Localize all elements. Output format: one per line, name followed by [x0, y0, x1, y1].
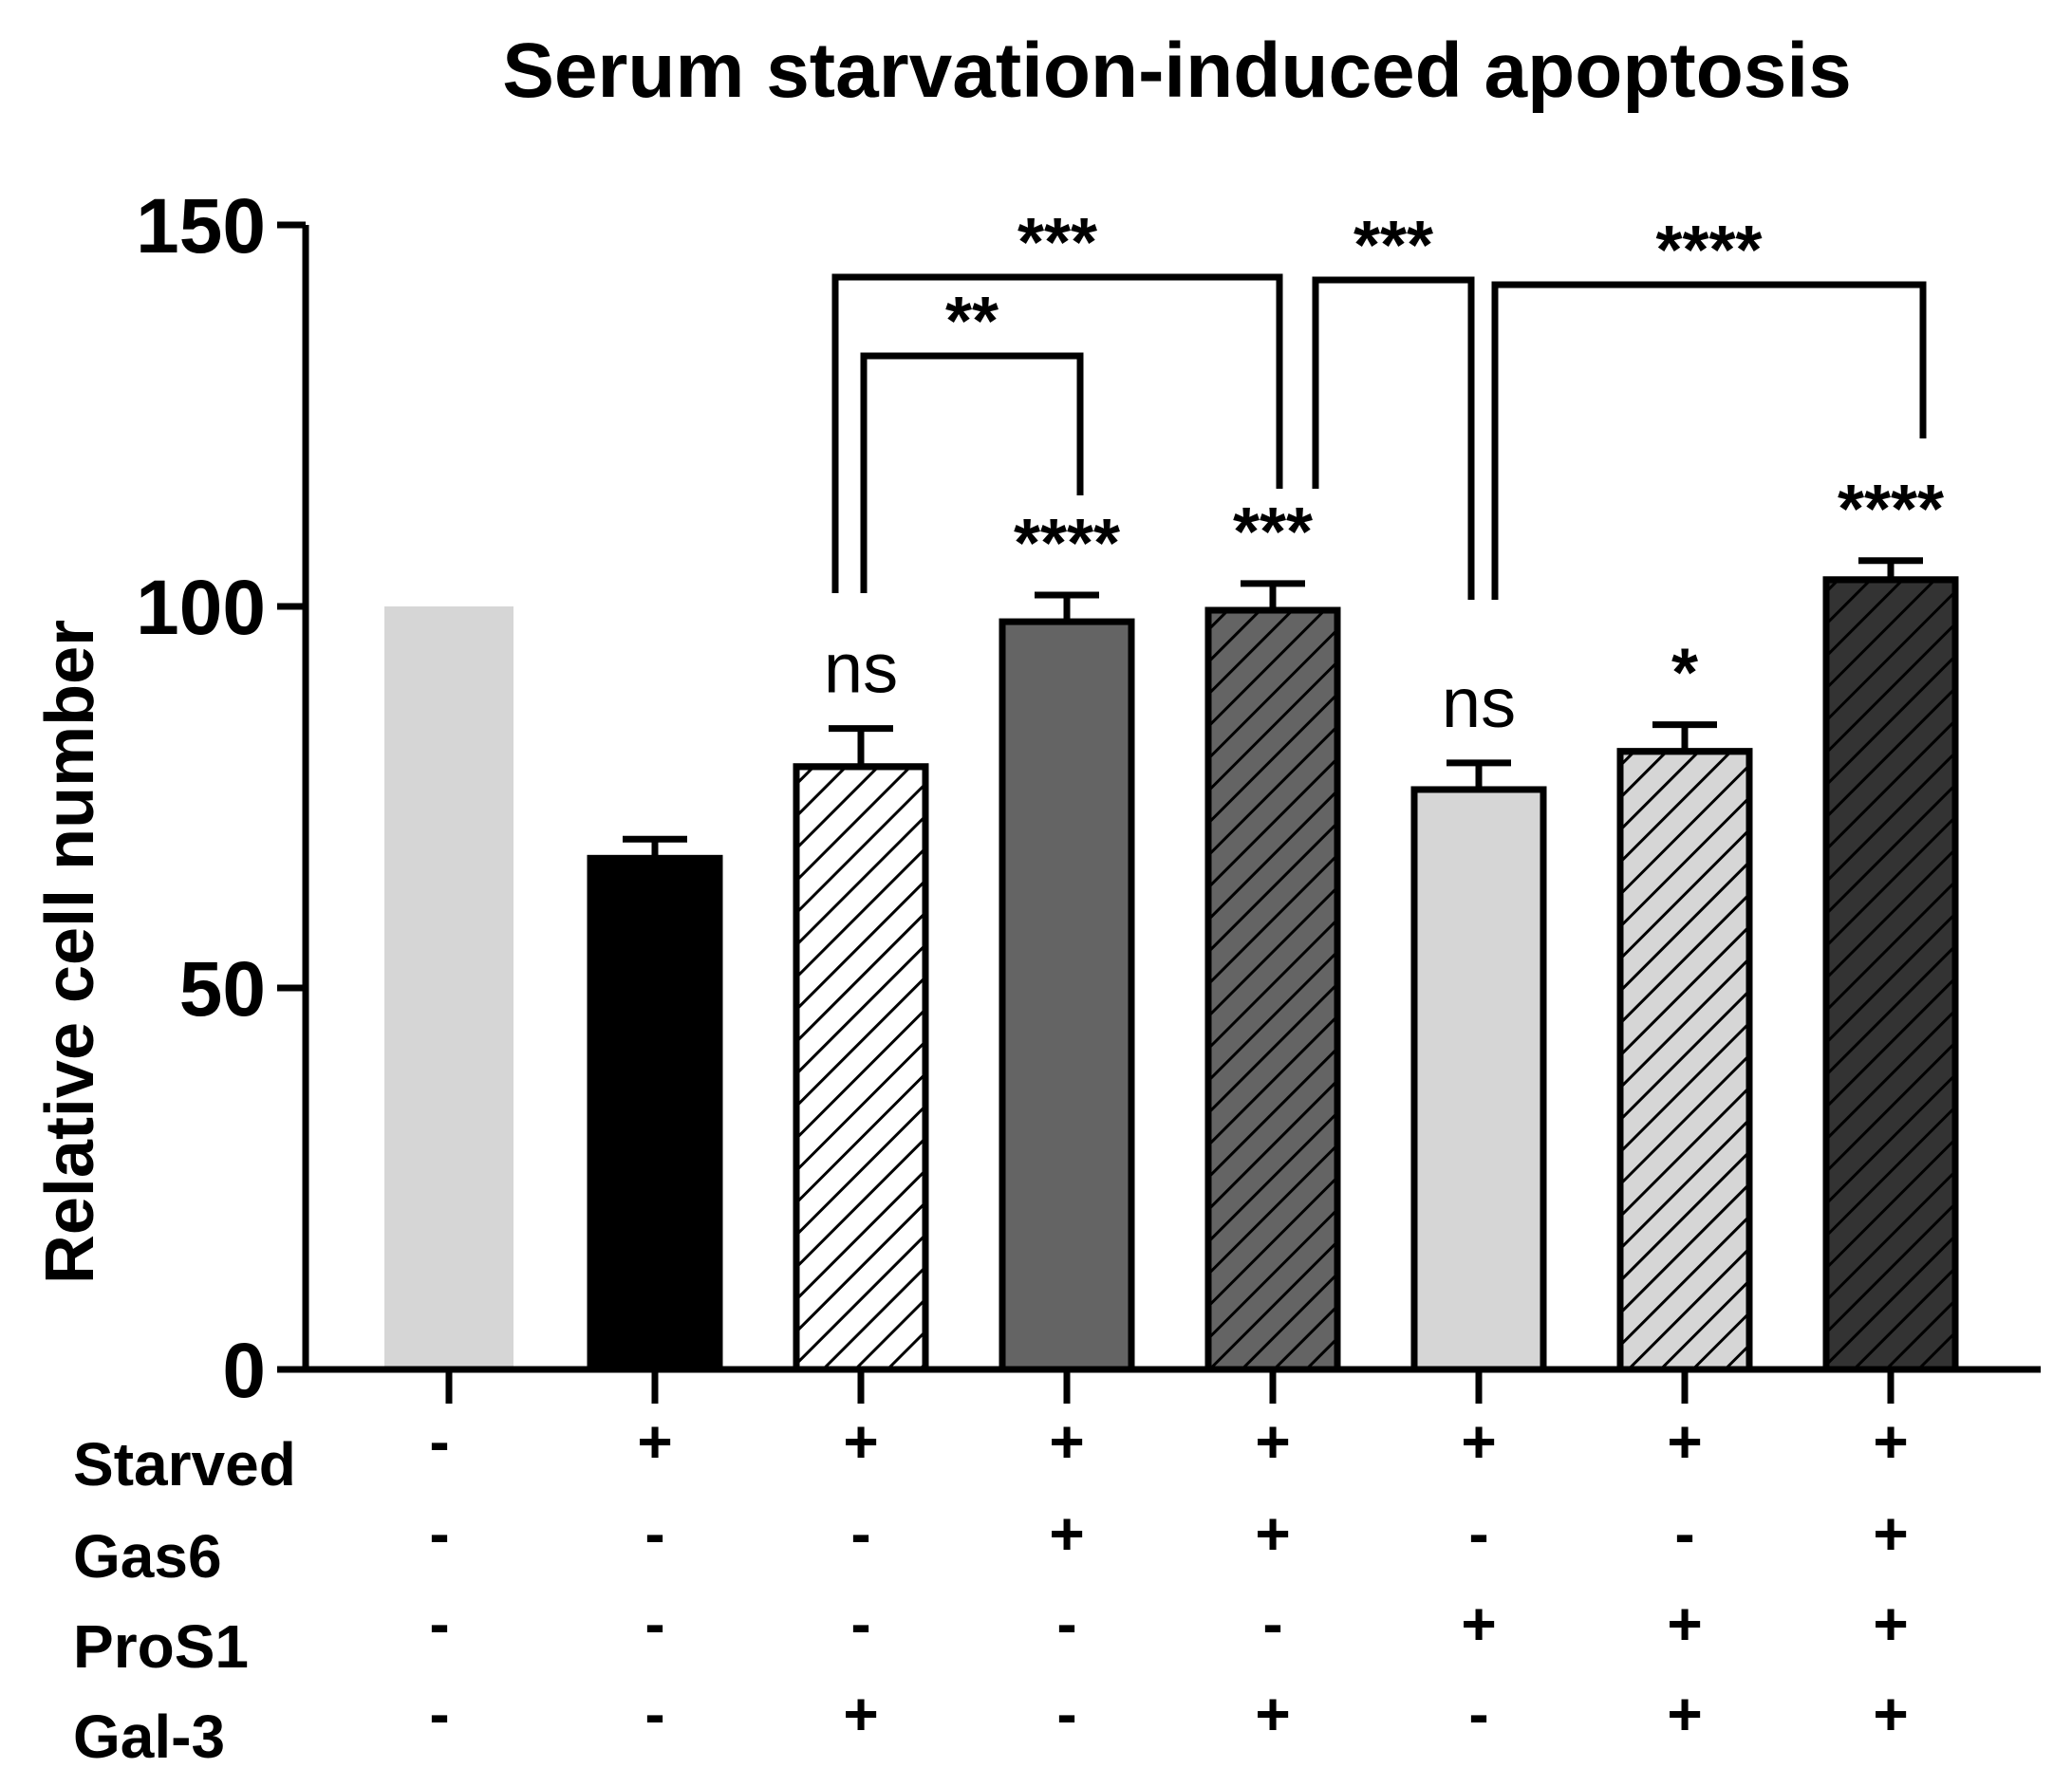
bar-2	[587, 854, 723, 1373]
y-tick-label-1: 50	[179, 946, 266, 1033]
condition-sign: +	[1873, 1499, 1908, 1568]
condition-sign: -	[644, 1499, 664, 1568]
significance-label-6: ns	[1442, 663, 1516, 742]
bars-layer	[384, 557, 1959, 1373]
condition-sign: -	[1674, 1499, 1694, 1568]
condition-sign: +	[843, 1407, 878, 1476]
condition-sign: -	[1056, 1590, 1076, 1658]
condition-sign: +	[1461, 1407, 1496, 1476]
condition-sign: -	[1262, 1590, 1282, 1658]
comparison-label-3: ***	[1353, 208, 1433, 284]
condition-sign: +	[637, 1407, 672, 1476]
condition-sign: -	[429, 1407, 449, 1476]
comparison-bracket-1	[860, 352, 1084, 593]
condition-label-gas6: Gas6	[73, 1522, 222, 1591]
condition-label-pros1: ProS1	[73, 1612, 249, 1681]
condition-sign: +	[1873, 1590, 1908, 1658]
bar-4	[999, 618, 1135, 1373]
condition-sign: -	[429, 1499, 449, 1568]
condition-sign: -	[429, 1590, 449, 1658]
condition-sign: +	[1049, 1407, 1084, 1476]
comparison-bracket-4	[1491, 281, 1927, 600]
condition-sign: +	[1667, 1407, 1702, 1476]
y-tick-label-3: 150	[136, 183, 266, 270]
condition-sign: +	[1255, 1680, 1290, 1748]
condition-sign: -	[644, 1590, 664, 1658]
condition-label-gal-3: Gal-3	[73, 1703, 225, 1771]
condition-sign: -	[429, 1680, 449, 1748]
axes-layer: 0 50 100 150	[136, 183, 2041, 1414]
chart-title: Serum starvation-induced apoptosis	[502, 28, 1852, 114]
condition-sign: +	[1667, 1590, 1702, 1658]
condition-sign: -	[850, 1590, 870, 1658]
comparison-bracket-3	[1312, 276, 1475, 600]
condition-sign: +	[1873, 1407, 1908, 1476]
comparison-label-2: ***	[1017, 205, 1097, 281]
condition-sign: +	[1667, 1680, 1702, 1748]
condition-sign: +	[1255, 1499, 1290, 1568]
bar-8-hatch	[1822, 576, 1959, 1373]
y-tick-label-2: 100	[136, 565, 266, 651]
comparison-bracket-2	[831, 273, 1283, 593]
bar-7-hatch	[1616, 748, 1753, 1373]
bar-5-hatch	[1204, 606, 1341, 1373]
bar-3-hatch	[793, 763, 929, 1373]
condition-sign: +	[1255, 1407, 1290, 1476]
condition-sign: +	[843, 1680, 878, 1748]
significance-label-5: ***	[1233, 494, 1313, 570]
condition-sign: +	[1049, 1499, 1084, 1568]
condition-sign: -	[644, 1680, 664, 1748]
significance-label-3: ns	[824, 629, 898, 708]
y-tick-label-0: 0	[222, 1328, 266, 1414]
condition-sign: -	[1468, 1680, 1488, 1748]
significance-label-7: *	[1671, 636, 1698, 712]
bar-1	[384, 606, 513, 1369]
condition-label-starved: Starved	[73, 1430, 296, 1498]
bar-6	[1410, 786, 1547, 1373]
condition-sign: -	[1468, 1499, 1488, 1568]
comparison-label-4: ****	[1655, 213, 1762, 289]
y-axis-label: Relative cell number	[32, 620, 108, 1284]
significance-label-4: ****	[1014, 506, 1120, 582]
significance-label-8: ****	[1838, 472, 1944, 548]
condition-sign: -	[850, 1499, 870, 1568]
condition-sign: +	[1873, 1680, 1908, 1748]
comparison-label-1: **	[945, 284, 999, 360]
labels-layer: ns**** ***ns ********** *** ****Starved - + + + +…	[73, 205, 1944, 1771]
condition-sign: -	[1056, 1680, 1076, 1748]
condition-sign: +	[1461, 1590, 1496, 1658]
